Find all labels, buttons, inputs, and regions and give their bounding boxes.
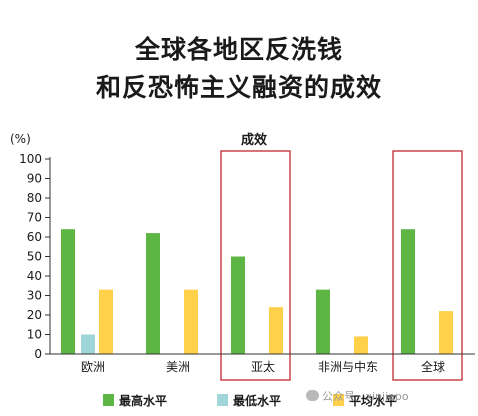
y-tick-label: 10 [27, 328, 42, 342]
legend-label: 最高水平 [119, 393, 167, 408]
y-tick-label: 90 [27, 172, 42, 186]
bar [81, 334, 95, 354]
bar [61, 229, 75, 354]
highlight-box [220, 150, 291, 381]
bar [146, 233, 160, 354]
bar [401, 229, 415, 354]
legend-swatch [217, 394, 228, 406]
legend-swatch [333, 394, 344, 406]
bar [439, 311, 453, 354]
highlight-box [392, 150, 463, 381]
y-tick-label: 0 [34, 347, 42, 361]
x-tick-label: 非洲与中东 [318, 359, 378, 374]
y-tick-label: 100 [19, 152, 42, 166]
bar [269, 307, 283, 354]
y-tick-label: 40 [27, 269, 42, 283]
y-tick-label: 60 [27, 230, 42, 244]
chart-annotation: 成效 [241, 132, 268, 148]
legend-label: 平均水平 [349, 393, 397, 408]
x-tick-label: 美洲 [166, 360, 190, 374]
y-tick-label: 80 [27, 191, 42, 205]
legend-label: 最低水平 [233, 393, 281, 408]
y-tick-label: 50 [27, 250, 42, 264]
watermark-text: 公众号 · xinjiapo [322, 390, 409, 403]
wechat-icon [306, 390, 319, 401]
y-axis-label: (%) [10, 132, 31, 146]
legend-swatch [103, 394, 114, 406]
bar [99, 289, 113, 354]
y-tick-label: 20 [27, 308, 42, 322]
chart-title-line1: 全球各地区反洗钱 [134, 35, 343, 64]
watermark: 公众号 · xinjiapo [306, 388, 409, 404]
x-tick-label: 全球 [421, 359, 445, 374]
y-tick-label: 30 [27, 289, 42, 303]
y-tick-label: 70 [27, 211, 42, 225]
x-tick-label: 欧洲 [81, 360, 105, 374]
bar [354, 336, 368, 354]
bar [184, 289, 198, 354]
x-tick-label: 亚太 [251, 359, 275, 374]
chart-title-line2: 和反恐怖主义融资的成效 [95, 73, 382, 102]
bar [231, 256, 245, 354]
bar [316, 289, 330, 354]
